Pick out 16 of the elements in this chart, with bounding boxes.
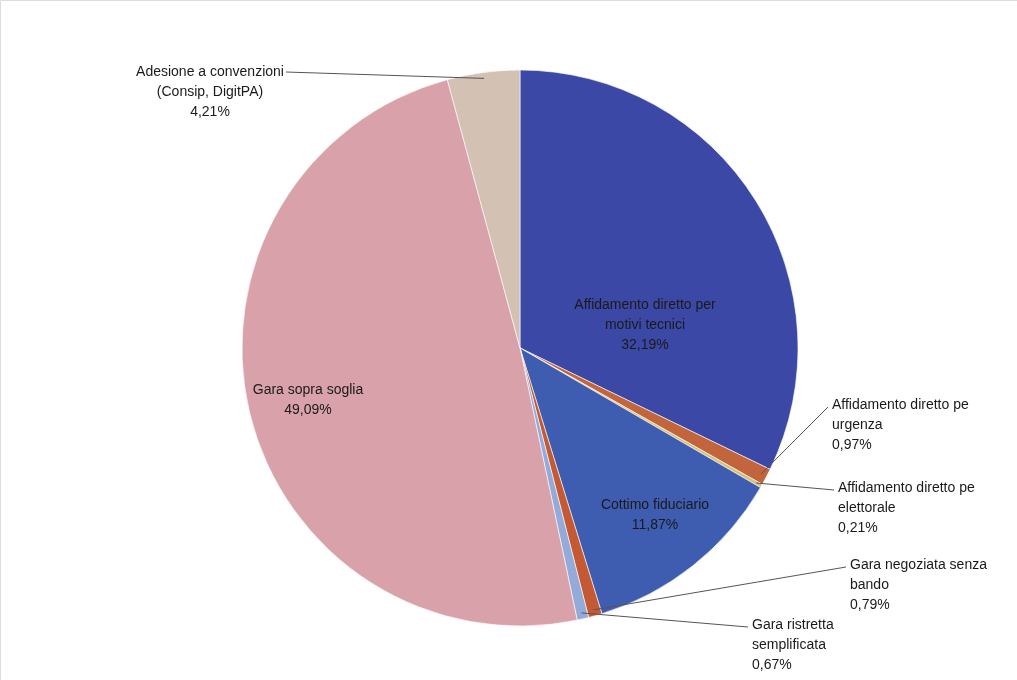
- data-label: 32,19%: [621, 336, 669, 352]
- slice-label: Gara ristretta semplificata: [752, 616, 834, 652]
- slice-label: Affidamento diretto pe urgenza: [832, 396, 969, 432]
- slice-label: Gara negoziata senza bando: [850, 556, 988, 592]
- data-label: 11,87%: [631, 516, 679, 532]
- slice-label: Affidamento diretto pe elettorale: [838, 479, 975, 515]
- data-label: 4,21%: [190, 103, 230, 119]
- slice-label: Adesione a convenzioni (Consip, DigitPA): [136, 63, 284, 99]
- data-label: 0,97%: [832, 436, 872, 452]
- slice-label: Affidamento diretto per motivi tecnici: [574, 296, 717, 332]
- data-label: 49,09%: [284, 401, 332, 417]
- data-label: 0,67%: [752, 656, 792, 672]
- data-label: 0,21%: [838, 519, 878, 535]
- slice-label: Gara sopra soglia: [252, 381, 364, 397]
- slice-label: Cottimo fiduciario: [600, 496, 710, 512]
- data-label: 0,79%: [850, 596, 890, 612]
